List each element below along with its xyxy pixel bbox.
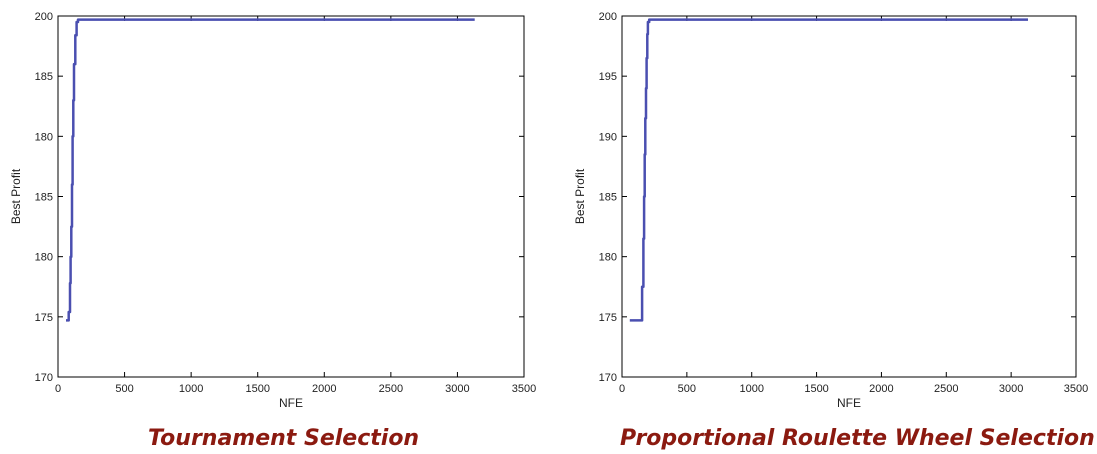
- y-tick-label: 195: [599, 71, 617, 83]
- y-tick-label: 185: [599, 192, 617, 204]
- x-tick-label: 1500: [245, 383, 269, 395]
- y-tick-label: 170: [35, 372, 53, 384]
- x-tick-label: 2500: [379, 383, 403, 395]
- x-tick-label: 0: [55, 383, 61, 395]
- x-tick-label: 500: [115, 383, 133, 395]
- x-tick-label: 3000: [999, 383, 1023, 395]
- chart-panel-tournament: 0 500 1000 1500 2000 2500 3000 3500 170 175 180 185…: [0, 0, 540, 454]
- x-tick-label: 1500: [804, 383, 828, 395]
- x-tick-label: 2000: [869, 383, 893, 395]
- y-tick-label: 180: [35, 252, 53, 264]
- y-tick-label: 200: [35, 11, 53, 23]
- y-tick-label: 170: [599, 372, 617, 384]
- y-tick-label: 185: [35, 71, 53, 83]
- x-tick-label: 3000: [445, 383, 469, 395]
- y-tick-label: 180: [35, 131, 53, 143]
- chart-caption: Proportional Roulette Wheel Selection: [620, 426, 1095, 451]
- line-chart-roulette: 0 500 1000 1500 2000 2500 3000 3500 170 175 180 185…: [573, 11, 1088, 410]
- plot-frame: [621, 15, 1077, 378]
- series-line: [66, 18, 475, 322]
- plot-frame: [57, 15, 525, 378]
- y-axis-label: Best Profit: [573, 168, 587, 224]
- y-axis-label: Best Profit: [9, 168, 23, 224]
- series-line: [629, 18, 1028, 322]
- x-tick-label: 2500: [934, 383, 958, 395]
- x-axis-label: NFE: [837, 396, 861, 410]
- chart-panel-roulette: 0 500 1000 1500 2000 2500 3000 3500 170 175 180 185…: [560, 0, 1097, 454]
- x-tick-label: 1000: [739, 383, 763, 395]
- y-tick-label: 180: [599, 252, 617, 264]
- x-tick-label: 3500: [512, 383, 536, 395]
- y-tick-label: 200: [599, 11, 617, 23]
- x-tick-label: 3500: [1064, 383, 1088, 395]
- y-tick-label: 190: [599, 131, 617, 143]
- x-tick-label: 2000: [312, 383, 336, 395]
- x-tick-label: 1000: [179, 383, 203, 395]
- y-tick-label: 175: [35, 312, 53, 324]
- chart-caption: Tournament Selection: [148, 426, 420, 451]
- line-chart-tournament: 0 500 1000 1500 2000 2500 3000 3500 170 175 180 185…: [9, 11, 536, 410]
- y-tick-label: 185: [35, 192, 53, 204]
- y-tick-label: 175: [599, 312, 617, 324]
- x-tick-label: 500: [678, 383, 696, 395]
- x-tick-label: 0: [619, 383, 625, 395]
- x-axis-label: NFE: [279, 396, 303, 410]
